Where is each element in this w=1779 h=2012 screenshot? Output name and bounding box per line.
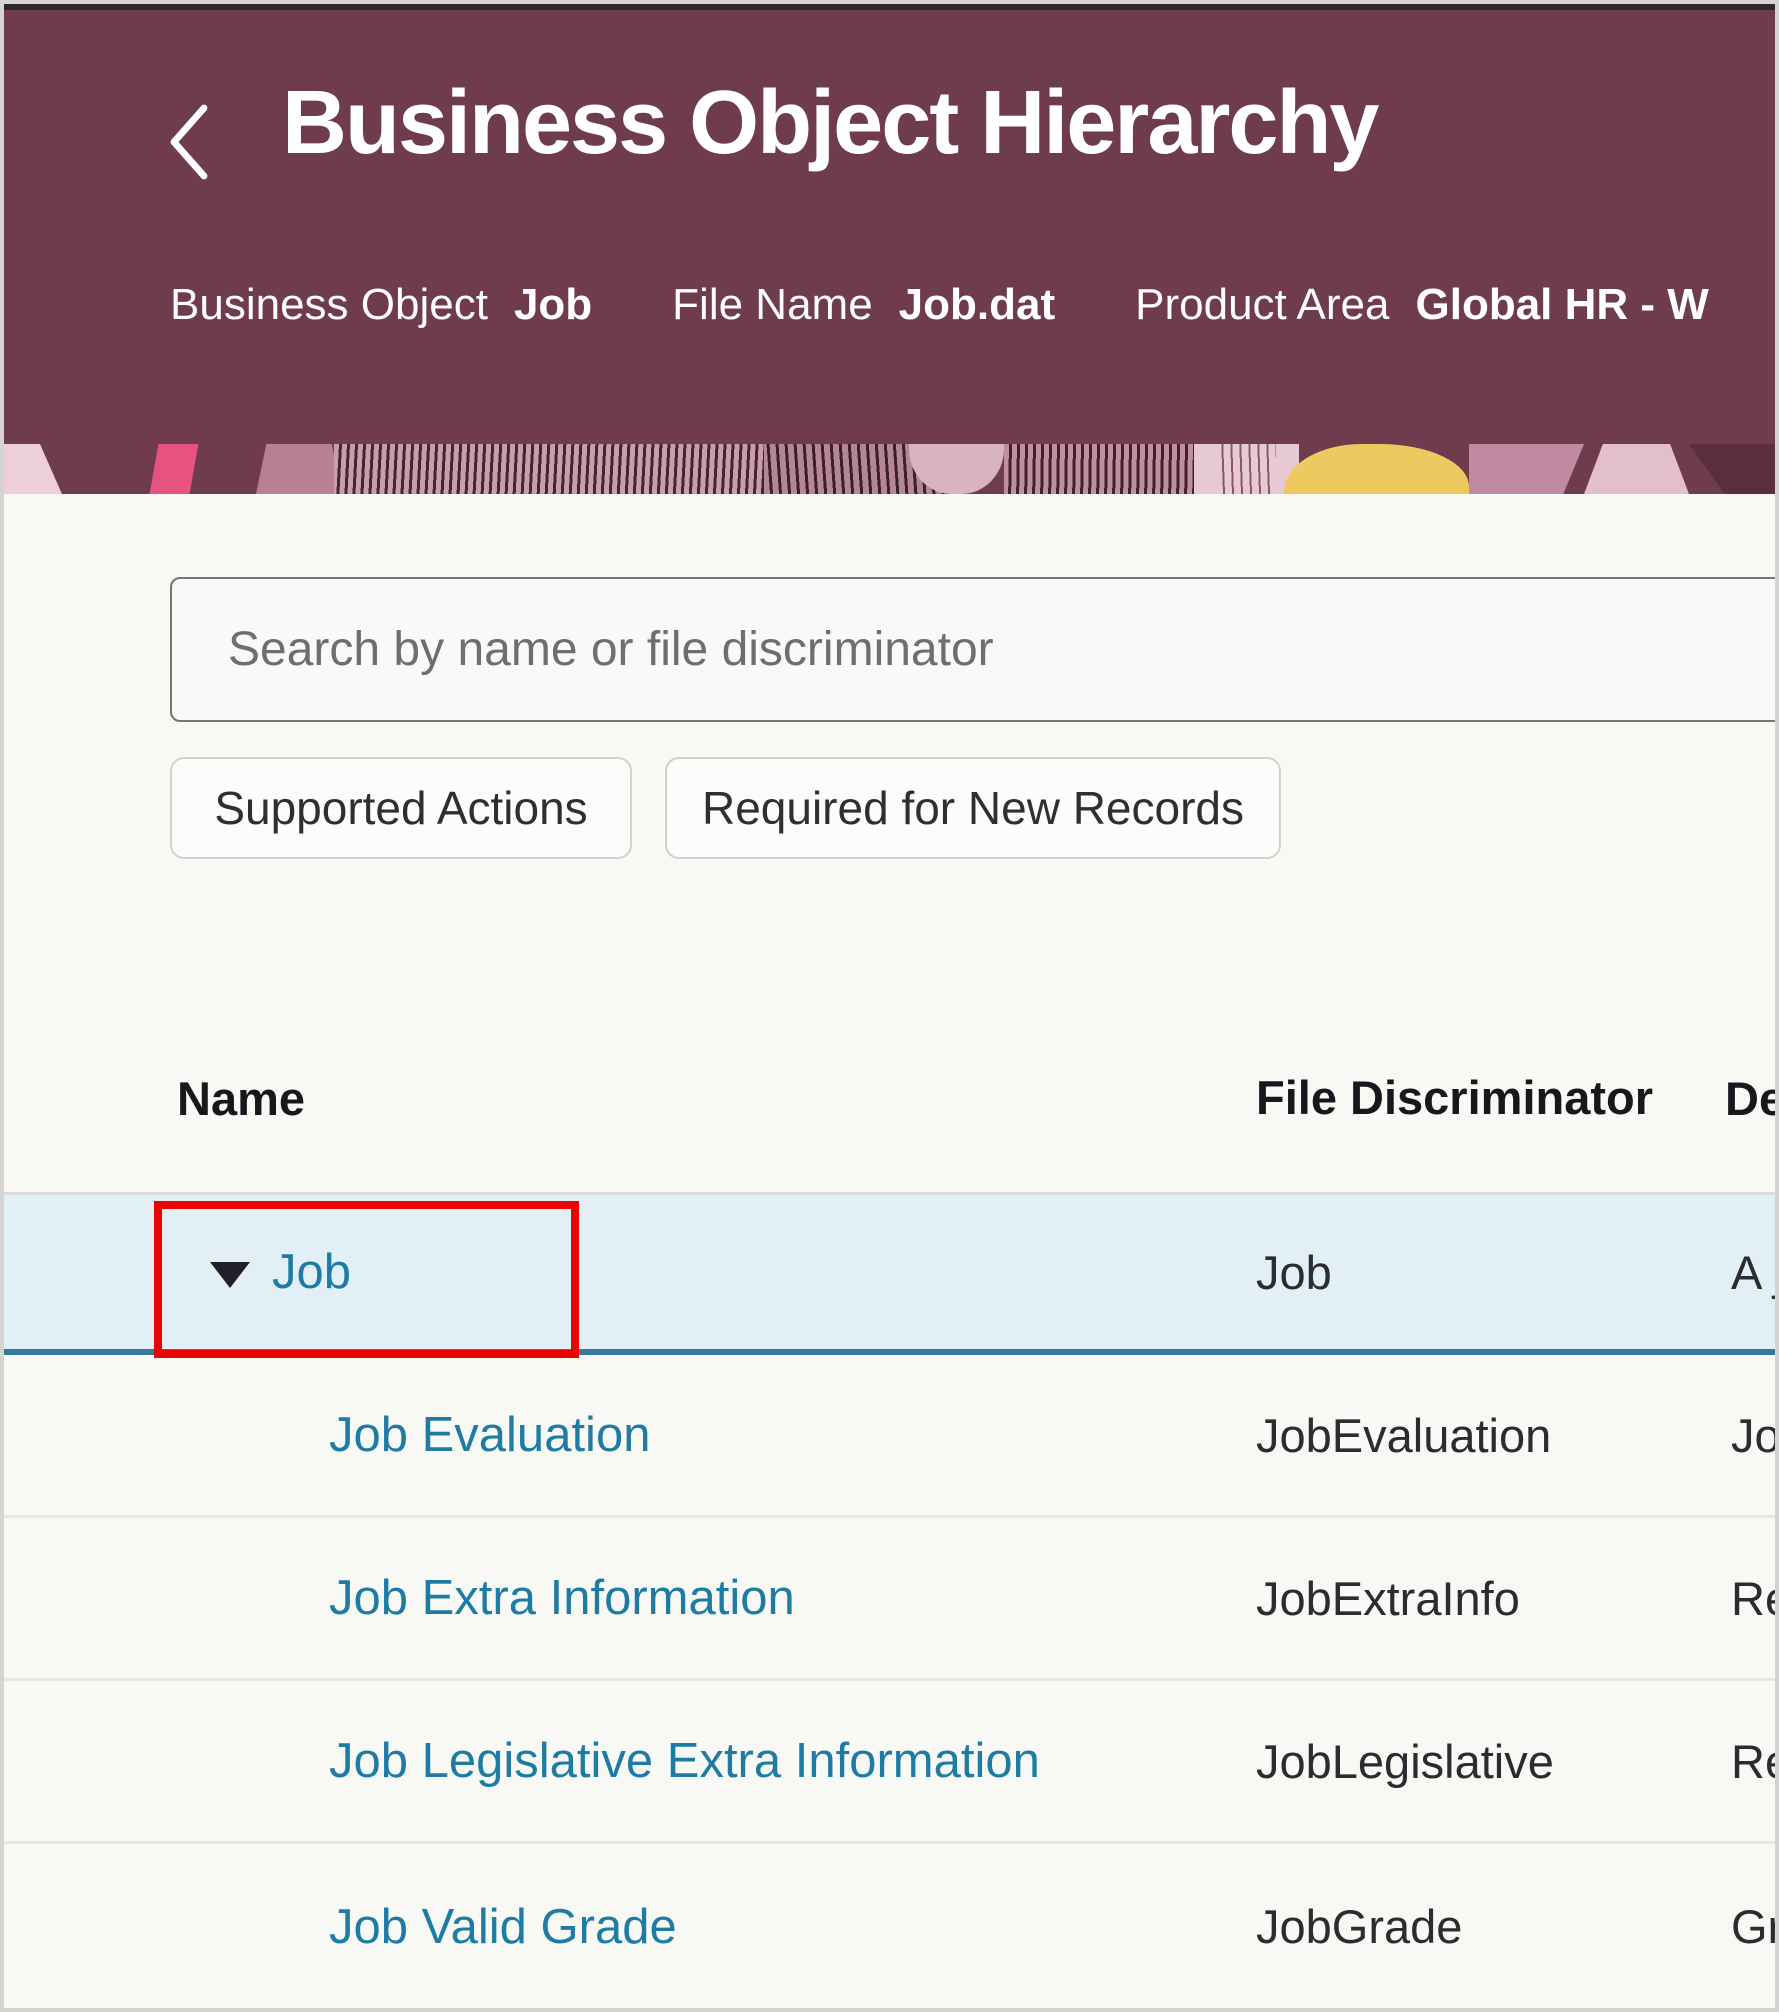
banner-shape: [4, 444, 62, 494]
hierarchy-table-body: Job Job A j Job Evaluation JobEvaluation…: [4, 1192, 1779, 2008]
meta-value: Job: [513, 280, 593, 329]
row-description: Re: [1731, 1734, 1775, 1788]
row-file-discriminator: JobEvaluation: [1256, 1408, 1552, 1462]
row-name-link[interactable]: Job Evaluation: [329, 1408, 651, 1462]
table-row-job-legislative-extra-information[interactable]: Job Legislative Extra Information JobLeg…: [4, 1681, 1775, 1844]
column-header-name: Name: [177, 1071, 306, 1125]
row-description: Re: [1731, 1571, 1775, 1625]
column-header-description: De: [1725, 1071, 1775, 1125]
row-file-discriminator: Job: [1256, 1245, 1332, 1299]
meta-business-object: Business Object Job: [170, 280, 592, 330]
page-title: Business Object Hierarchy: [282, 73, 1379, 173]
meta-label: Product Area: [1135, 280, 1390, 329]
banner-shape: [256, 444, 342, 494]
header-meta-row: Business Object Job File Name Job.dat Pr…: [170, 280, 1709, 330]
row-name-link[interactable]: Job Legislative Extra Information: [329, 1734, 1040, 1788]
row-file-discriminator: JobLegislative: [1256, 1734, 1554, 1788]
meta-product-area: Product Area Global HR - W: [1135, 280, 1709, 330]
banner-shape: [1584, 444, 1689, 494]
meta-value: Job.dat: [898, 280, 1056, 329]
supported-actions-filter-button[interactable]: Supported Actions: [170, 757, 632, 859]
row-description: Jo: [1731, 1408, 1779, 1462]
row-name-link[interactable]: Job Extra Information: [329, 1571, 795, 1625]
required-for-new-records-filter-button[interactable]: Required for New Records: [665, 757, 1281, 859]
row-description: Gr: [1731, 1900, 1779, 1953]
search-input[interactable]: [170, 577, 1775, 722]
row-name-link[interactable]: Job Valid Grade: [329, 1899, 677, 1954]
meta-value: Global HR - W: [1415, 280, 1709, 329]
row-file-discriminator: JobGrade: [1256, 1900, 1463, 1953]
banner-shape: [149, 444, 199, 494]
meta-label: Business Object: [170, 280, 488, 329]
chevron-left-icon: [170, 104, 208, 180]
column-header-file-discriminator: File Discriminator: [1256, 1070, 1653, 1124]
table-header-row: Name File Discriminator De: [4, 1004, 1775, 1192]
banner-shape: [1689, 444, 1775, 494]
back-button[interactable]: [156, 100, 226, 184]
banner-shape: [1004, 444, 1194, 494]
table-row-job-extra-information[interactable]: Job Extra Information JobExtraInfo Re: [4, 1518, 1775, 1681]
banner-shape: [1216, 444, 1276, 494]
row-file-discriminator: JobExtraInfo: [1256, 1571, 1520, 1625]
page-header: Business Object Hierarchy Business Objec…: [4, 4, 1775, 444]
banner-shape: [1284, 444, 1469, 494]
collapse-triangle-icon[interactable]: [210, 1262, 250, 1288]
banner-shape: [1469, 444, 1584, 494]
window-top-edge: [4, 4, 1775, 10]
table-row-job-evaluation[interactable]: Job Evaluation JobEvaluation Jo: [4, 1355, 1779, 1518]
table-row-job[interactable]: Job Job A j: [4, 1195, 1779, 1355]
meta-file-name: File Name Job.dat: [672, 280, 1055, 330]
table-row-job-valid-grade[interactable]: Job Valid Grade JobGrade Gr: [4, 1844, 1779, 2008]
decorative-banner: [4, 444, 1775, 494]
row-description: A j: [1731, 1245, 1779, 1299]
row-name-link[interactable]: Job: [272, 1245, 352, 1299]
banner-shape: [334, 444, 764, 494]
meta-label: File Name: [672, 280, 873, 329]
